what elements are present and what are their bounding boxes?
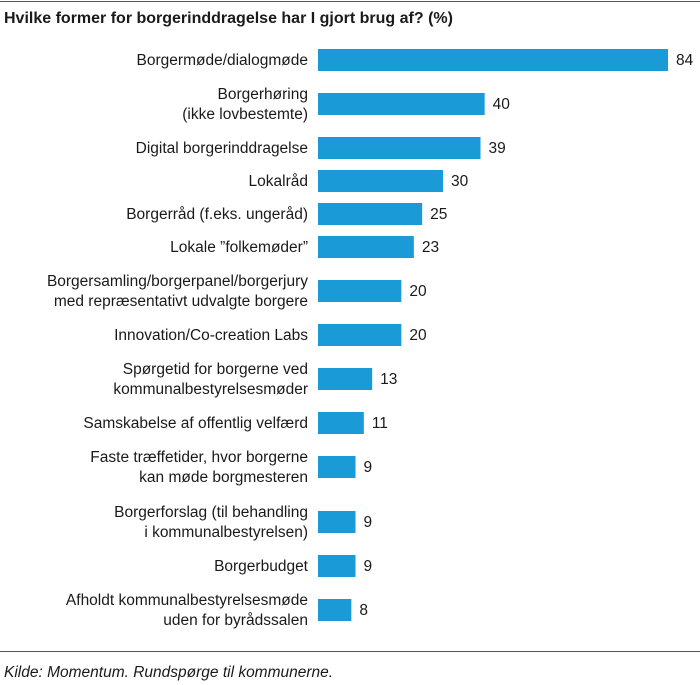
bar xyxy=(318,324,402,346)
chart-title: Hvilke former for borgerinddragelse har … xyxy=(4,10,453,27)
value-label: 8 xyxy=(359,602,368,619)
value-label: 20 xyxy=(409,327,427,344)
value-label: 9 xyxy=(364,459,373,476)
bar xyxy=(318,170,443,192)
value-label: 30 xyxy=(451,173,469,190)
bar xyxy=(318,511,356,533)
value-label: 9 xyxy=(364,558,373,575)
category-label: Digital borgerinddragelse xyxy=(136,140,308,157)
bar xyxy=(318,456,356,478)
value-label: 25 xyxy=(430,206,447,223)
category-label: Lokalråd xyxy=(249,173,308,190)
category-label: Borgerforslag (til behandling i kommunalb… xyxy=(114,504,308,541)
category-label: Borgerhøring (ikke lovbestemte) xyxy=(182,86,308,123)
bar xyxy=(318,280,402,302)
bar xyxy=(318,599,352,621)
category-label: Faste træffetider, hvor borgerne kan møde… xyxy=(90,449,308,486)
value-label: 20 xyxy=(409,283,427,300)
bar xyxy=(318,203,423,225)
category-label: Samskabelse af offentlig velfærd xyxy=(83,415,308,432)
category-label: Lokale ”folkemøder” xyxy=(170,239,308,256)
category-label: Borgerbudget xyxy=(214,558,309,575)
category-label: Afholdt kommunalbestyrelsesmøde uden for … xyxy=(66,592,308,629)
value-label: 9 xyxy=(364,514,373,531)
category-label: Borgerråd (f.eks. ungeråd) xyxy=(126,206,308,223)
value-label: 84 xyxy=(676,52,694,69)
source-note: Kilde: Momentum. Rundspørge til kommuner… xyxy=(4,664,333,681)
value-label: 13 xyxy=(380,371,397,388)
value-label: 40 xyxy=(493,96,511,113)
category-label: Spørgetid for borgerne ved kommunalbestyr… xyxy=(113,361,308,398)
bar xyxy=(318,236,414,258)
value-label: 39 xyxy=(489,140,506,157)
category-label: Innovation/Co-creation Labs xyxy=(114,327,308,344)
bar xyxy=(318,555,356,577)
value-label: 23 xyxy=(422,239,439,256)
category-label: Borgersamling/borgerpanel/borgerjury med … xyxy=(47,273,308,310)
bar xyxy=(318,49,668,71)
bar xyxy=(318,93,485,115)
value-label: 11 xyxy=(372,415,388,432)
bar xyxy=(318,412,364,434)
bar xyxy=(318,368,373,390)
category-label: Borgermøde/dialogmøde xyxy=(137,52,308,69)
bar xyxy=(318,137,481,159)
